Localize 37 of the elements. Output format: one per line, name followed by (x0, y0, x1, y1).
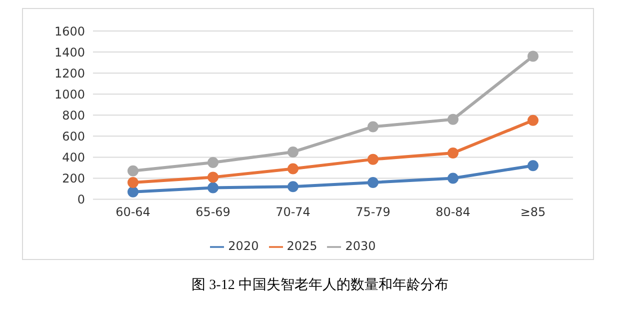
x-tick-label: 70-74 (276, 204, 310, 219)
legend-label: 2025 (286, 239, 318, 254)
y-tick-label: 1200 (54, 66, 85, 80)
point (528, 114, 538, 126)
point (368, 154, 378, 165)
x-tick-label: 65-69 (196, 204, 230, 219)
point (448, 114, 458, 125)
legend-label: 2020 (228, 239, 259, 254)
point (288, 181, 298, 192)
point (288, 146, 298, 158)
point (528, 160, 538, 172)
x-tick-label: 75-79 (356, 204, 390, 219)
caption: 图 3-12 中国失智老年人的数量和年龄分布 (190, 276, 450, 294)
point (368, 176, 378, 188)
point (208, 156, 218, 168)
y-tick-label: 1000 (54, 87, 85, 102)
point (288, 163, 298, 174)
x-tick-label: 80-84 (436, 204, 470, 219)
y-tick-label: 0 (77, 192, 85, 207)
y-tick-label: 400 (62, 150, 85, 164)
y-tick-label: 1600 (54, 24, 85, 38)
y-tick-label: 200 (62, 172, 85, 186)
legend-label: 2030 (345, 239, 376, 254)
x-tick-label: ≥85 (520, 204, 546, 219)
x-tick-label: 60-64 (116, 204, 150, 219)
point (528, 50, 538, 62)
point (208, 172, 218, 183)
point (128, 176, 138, 188)
point (128, 186, 138, 198)
point (448, 148, 458, 159)
point (368, 121, 378, 132)
y-tick-label: 800 (62, 108, 85, 122)
y-tick-label: 600 (62, 129, 85, 144)
point (128, 165, 138, 176)
y-tick-label: 1400 (54, 45, 85, 60)
point (208, 182, 218, 194)
point (448, 172, 458, 184)
